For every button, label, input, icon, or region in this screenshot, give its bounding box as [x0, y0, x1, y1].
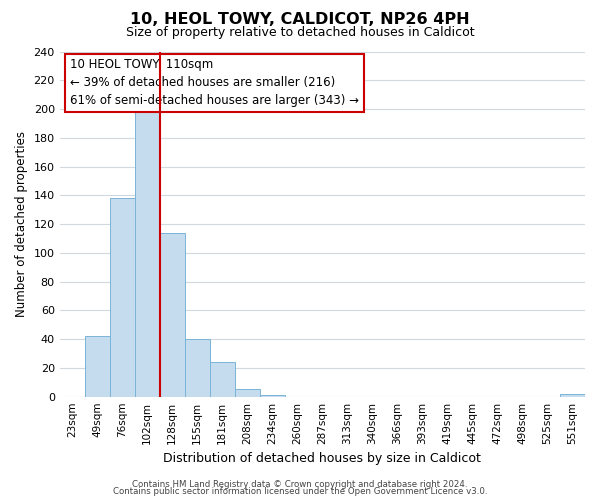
Bar [185, 339, 210, 396]
Text: Size of property relative to detached houses in Caldicot: Size of property relative to detached ho… [125, 26, 475, 39]
Bar [135, 109, 160, 397]
Bar [110, 198, 135, 396]
Text: 10, HEOL TOWY, CALDICOT, NP26 4PH: 10, HEOL TOWY, CALDICOT, NP26 4PH [130, 12, 470, 28]
Text: Contains public sector information licensed under the Open Government Licence v3: Contains public sector information licen… [113, 487, 487, 496]
Text: 10 HEOL TOWY: 110sqm
← 39% of detached houses are smaller (216)
61% of semi-deta: 10 HEOL TOWY: 110sqm ← 39% of detached h… [70, 58, 359, 108]
Text: Contains HM Land Registry data © Crown copyright and database right 2024.: Contains HM Land Registry data © Crown c… [132, 480, 468, 489]
Bar [210, 362, 235, 396]
Bar [560, 394, 585, 396]
Bar [235, 390, 260, 396]
Bar [160, 232, 185, 396]
Y-axis label: Number of detached properties: Number of detached properties [15, 131, 28, 317]
Bar [260, 395, 285, 396]
Bar [85, 336, 110, 396]
X-axis label: Distribution of detached houses by size in Caldicot: Distribution of detached houses by size … [163, 452, 481, 465]
